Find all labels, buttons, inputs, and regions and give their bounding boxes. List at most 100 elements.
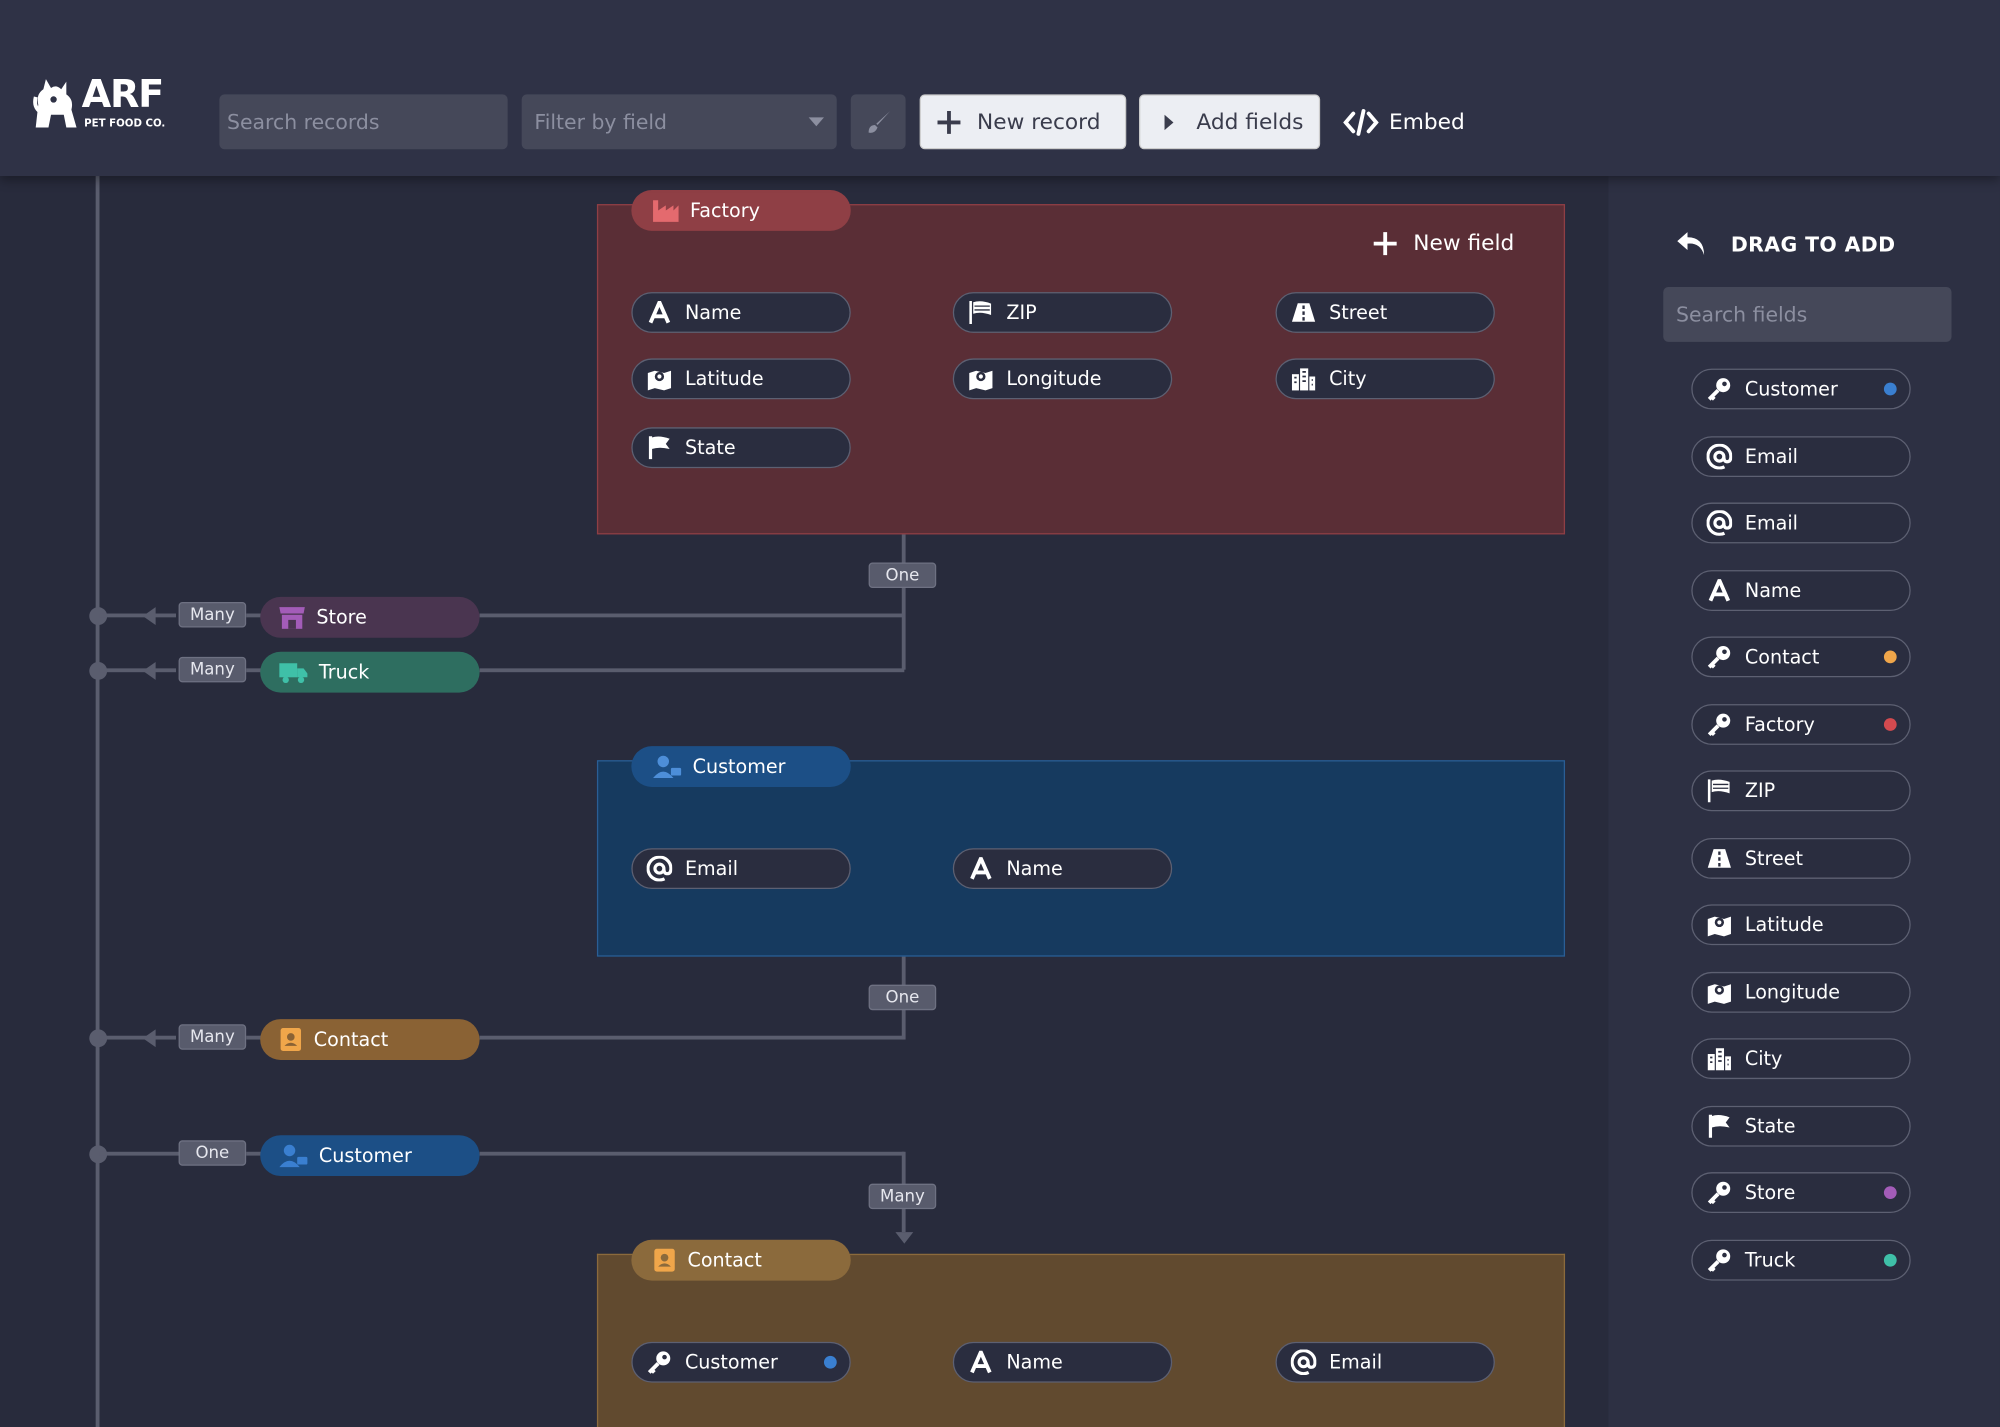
customer-card-title[interactable]: Customer — [631, 746, 851, 787]
connector-line — [99, 1035, 177, 1040]
brand-tagline: PET FOOD CO. — [84, 117, 166, 129]
field-pill[interactable]: Email — [1275, 1341, 1495, 1383]
letter-a-icon — [647, 300, 673, 326]
relation-dot — [1883, 1186, 1897, 1199]
plus-icon — [937, 110, 961, 134]
field-pill[interactable]: City — [1275, 358, 1495, 400]
filter-by-field-select[interactable]: Filter by field — [521, 94, 837, 150]
field-pill[interactable]: Customer — [631, 1341, 851, 1383]
letter-a-icon — [968, 1349, 994, 1375]
panel-field-item[interactable]: Contact — [1691, 636, 1911, 678]
panel-field-item[interactable]: Name — [1691, 569, 1911, 611]
field-pill[interactable]: Longitude — [952, 358, 1173, 400]
arrow-down-icon — [895, 1232, 914, 1244]
panel-field-item[interactable]: Latitude — [1691, 904, 1911, 946]
new-record-button[interactable]: New record — [919, 94, 1127, 150]
customer-node[interactable]: Customer — [260, 1135, 480, 1177]
at-icon — [1706, 443, 1733, 469]
new-field-button[interactable]: New field — [1367, 228, 1514, 259]
cardinality-badge: Many — [178, 602, 247, 628]
plus-icon — [1373, 232, 1397, 256]
panel-field-item[interactable]: State — [1691, 1105, 1911, 1147]
brand-logo[interactable]: ARF PET FOOD CO. — [28, 76, 168, 133]
field-pill[interactable]: Street — [1275, 292, 1495, 333]
panel-field-label: Name — [1744, 578, 1802, 602]
factory-title-label: Factory — [690, 198, 760, 222]
panel-field-label: City — [1744, 1047, 1783, 1071]
at-icon — [1706, 510, 1733, 536]
connector-line — [246, 668, 262, 673]
field-pill[interactable]: State — [631, 427, 851, 469]
field-pill[interactable]: Name — [952, 848, 1173, 890]
connector-line — [99, 668, 177, 673]
panel-field-item[interactable]: Truck — [1691, 1239, 1911, 1280]
store-node[interactable]: Store — [260, 596, 480, 638]
panel-field-label: Store — [1744, 1181, 1796, 1205]
panel-field-label: Truck — [1744, 1248, 1796, 1272]
connector-line — [479, 1151, 905, 1156]
factory-card-title[interactable]: Factory — [631, 190, 851, 231]
embed-button[interactable]: Embed — [1343, 105, 1465, 141]
panel-field-item[interactable]: ZIP — [1691, 770, 1911, 812]
panel-field-item[interactable]: Email — [1691, 435, 1911, 477]
connector-line — [99, 1151, 182, 1156]
connector-line — [479, 1035, 905, 1040]
truck-node[interactable]: Truck — [260, 651, 480, 693]
contact-card-title[interactable]: Contact — [631, 1239, 851, 1281]
flag-icon — [1707, 1113, 1733, 1139]
contact-card[interactable]: Customer Name Email — [596, 1253, 1566, 1427]
panel-title: DRAG TO ADD — [1730, 231, 1896, 256]
flag-waving-icon — [1707, 778, 1733, 804]
customer-title-label: Customer — [692, 755, 786, 779]
panel-field-item[interactable]: Store — [1691, 1172, 1911, 1214]
panel-field-item[interactable]: Customer — [1691, 368, 1911, 410]
panel-field-item[interactable]: Factory — [1691, 703, 1911, 745]
key-icon — [1707, 1180, 1733, 1206]
chevron-down-icon — [808, 117, 824, 127]
field-pill[interactable]: Name — [631, 292, 851, 333]
arrow-left-icon — [142, 661, 156, 680]
contact-title-label: Contact — [687, 1248, 762, 1272]
key-icon — [1707, 711, 1733, 737]
relation-dot — [1883, 1253, 1897, 1266]
field-pill[interactable]: Latitude — [631, 358, 851, 400]
relation-dot — [1883, 382, 1897, 396]
city-icon — [1707, 1046, 1733, 1072]
customer-card[interactable]: Email Name — [596, 760, 1566, 957]
map-pin-icon — [968, 366, 994, 392]
field-label: Email — [1329, 1350, 1383, 1374]
panel-field-item[interactable]: Longitude — [1691, 971, 1911, 1013]
panel-field-label: Email — [1744, 511, 1798, 535]
field-pill[interactable]: Email — [631, 848, 851, 890]
arrow-left-icon — [142, 607, 156, 625]
letter-a-icon — [1707, 577, 1733, 603]
customer-icon — [653, 755, 682, 779]
search-records-input[interactable] — [219, 94, 508, 150]
dog-logo-icon — [33, 79, 77, 128]
panel-field-label: Latitude — [1744, 913, 1824, 937]
filter-select-label: Filter by field — [534, 109, 668, 134]
relation-dot — [823, 1355, 837, 1369]
panel-field-label: State — [1744, 1114, 1796, 1138]
paint-brush-button[interactable] — [850, 94, 906, 150]
factory-card[interactable]: New field Name ZIP Street Latitude Longi… — [596, 204, 1566, 535]
contact-node[interactable]: Contact — [260, 1019, 480, 1060]
search-fields-input[interactable] — [1663, 286, 1952, 342]
embed-label: Embed — [1389, 109, 1465, 136]
caret-right-icon — [1164, 114, 1174, 130]
panel-field-item[interactable]: City — [1691, 1038, 1911, 1080]
key-icon — [647, 1349, 673, 1375]
field-pill[interactable]: Name — [952, 1341, 1173, 1383]
field-label: State — [684, 436, 736, 460]
truck-icon — [279, 663, 308, 684]
add-fields-button[interactable]: Add fields — [1139, 94, 1321, 150]
panel-field-item[interactable]: Street — [1691, 837, 1911, 879]
field-pill[interactable]: ZIP — [952, 292, 1173, 333]
map-pin-icon — [1707, 979, 1733, 1005]
road-icon — [1291, 300, 1317, 326]
key-icon — [1707, 1247, 1733, 1273]
cardinality-badge: One — [178, 1140, 247, 1166]
contact-book-icon — [280, 1028, 302, 1052]
cardinality-badge: One — [868, 562, 937, 589]
panel-field-item[interactable]: Email — [1691, 502, 1911, 544]
